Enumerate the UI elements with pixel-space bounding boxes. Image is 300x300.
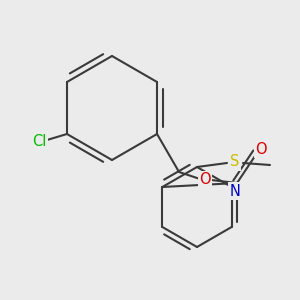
- Text: O: O: [255, 142, 267, 157]
- Text: N: N: [229, 184, 240, 199]
- Text: Cl: Cl: [32, 134, 46, 149]
- Text: O: O: [199, 172, 211, 188]
- Text: S: S: [230, 154, 240, 169]
